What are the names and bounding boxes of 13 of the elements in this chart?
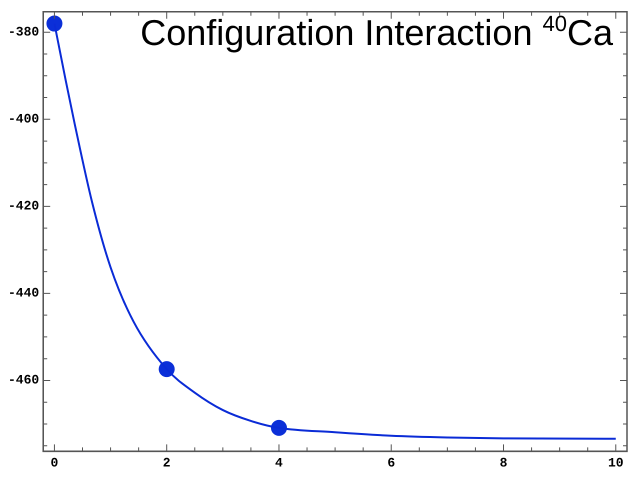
x-tick-label: 6	[387, 455, 396, 470]
y-tick-label: -440	[8, 286, 40, 301]
point	[46, 16, 62, 32]
chart-title: Configuration Interaction $^{40}$Ca	[140, 11, 613, 54]
x-tick-label: 4	[275, 455, 284, 470]
y-tick-label: -460	[8, 372, 40, 388]
y-tick-label: -380	[8, 24, 40, 40]
y-tick-label: -400	[8, 112, 40, 127]
x-tick-label: 0	[50, 455, 59, 470]
y-tick-label: -420	[8, 198, 40, 214]
x-tick-label: 2	[162, 455, 171, 470]
x-tick-label: 8	[500, 455, 508, 470]
x-tick-label: 10	[608, 455, 624, 470]
